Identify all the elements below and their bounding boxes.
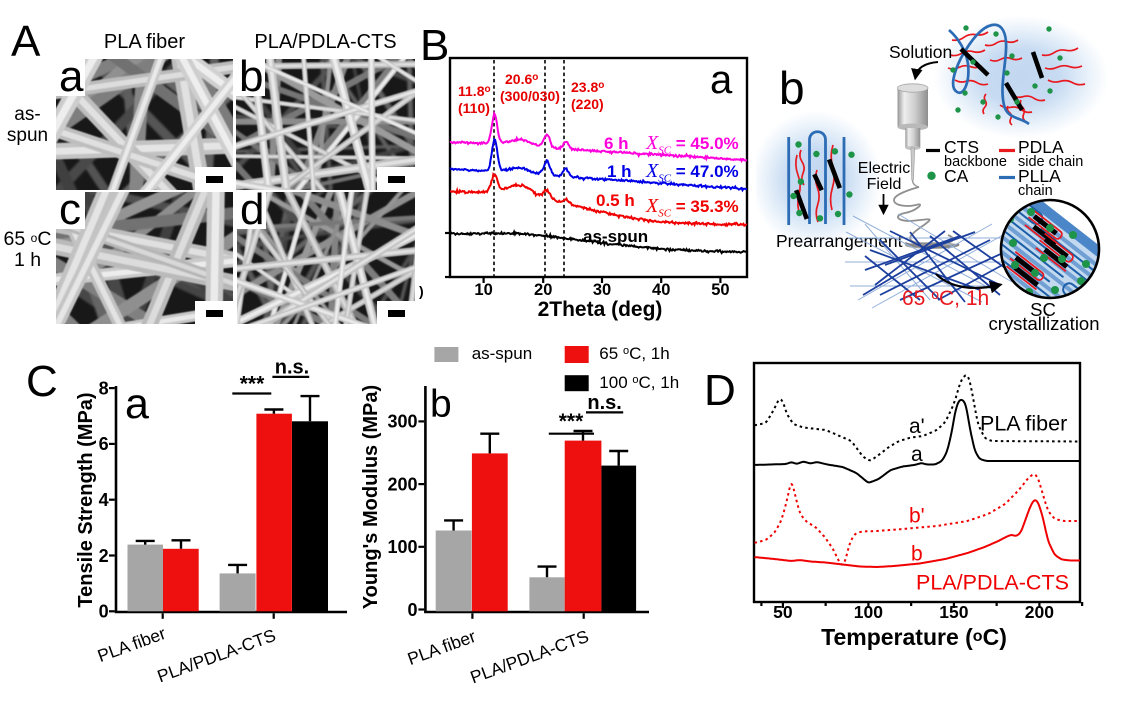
svg-text:): ) [419, 283, 424, 299]
svg-text:as-spun: as-spun [472, 344, 532, 363]
svg-text:6: 6 [99, 434, 109, 454]
svg-text:200: 200 [387, 474, 417, 494]
svg-text:CA: CA [944, 166, 969, 186]
svg-text:4: 4 [99, 490, 109, 510]
svg-text:2Theta (deg): 2Theta (deg) [538, 298, 663, 321]
svg-text:0: 0 [407, 600, 417, 620]
svg-text:a': a' [909, 415, 925, 438]
svg-text:40: 40 [652, 281, 670, 299]
svg-text:2: 2 [99, 546, 109, 566]
svg-text:50: 50 [711, 281, 729, 299]
svg-text:n.s.: n.s. [275, 357, 309, 379]
svg-text:a: a [911, 443, 923, 466]
svg-text:a: a [59, 59, 84, 101]
svg-text:b: b [911, 543, 923, 566]
svg-text:Prearrangement: Prearrangement [776, 231, 903, 251]
svg-text:chain: chain [1018, 183, 1053, 199]
svg-text:***: *** [559, 410, 584, 433]
svg-text:8: 8 [99, 378, 109, 398]
svg-text:Tensile Strength (MPa): Tensile Strength (MPa) [75, 392, 97, 607]
svg-text:***: *** [240, 373, 265, 396]
svg-text:PLA/PDLA-CTS: PLA/PDLA-CTS [916, 571, 1069, 595]
svg-text:PDLA: PDLA [1018, 137, 1064, 157]
svg-text:Electric: Electric [858, 160, 910, 177]
svg-text:PLLA: PLLA [1018, 166, 1061, 186]
svg-text:side chain: side chain [1018, 154, 1083, 170]
svg-text:100: 100 [387, 537, 417, 557]
svg-text:c: c [59, 192, 81, 234]
svg-text:Solution: Solution [889, 42, 952, 62]
svg-text:Temperature (oC): Temperature (oC) [821, 624, 1007, 650]
svg-text:0: 0 [99, 602, 109, 622]
svg-text:100 oC, 1h: 100 oC, 1h [599, 373, 679, 392]
svg-text:Field: Field [867, 176, 902, 193]
svg-text:300: 300 [387, 412, 417, 432]
svg-text:b': b' [909, 505, 925, 528]
svg-text:backbone: backbone [944, 154, 1007, 170]
svg-text:Young's Modulus (MPa): Young's Modulus (MPa) [360, 385, 382, 609]
svg-text:65 oC, 1h: 65 oC, 1h [902, 286, 989, 310]
svg-text:b: b [239, 59, 263, 101]
svg-text:200: 200 [1025, 602, 1054, 622]
svg-text:65 oC, 1h: 65 oC, 1h [599, 344, 669, 363]
svg-text:20: 20 [534, 281, 552, 299]
svg-text:50: 50 [773, 602, 793, 622]
svg-text:SC: SC [1030, 299, 1056, 320]
svg-text:d: d [240, 192, 264, 234]
svg-text:PLA fiber: PLA fiber [980, 412, 1067, 436]
svg-text:crystallization: crystallization [988, 313, 1099, 334]
svg-text:10: 10 [474, 281, 492, 299]
svg-text:a: a [125, 380, 149, 428]
svg-text:n.s.: n.s. [587, 392, 621, 414]
svg-text:150: 150 [939, 602, 968, 622]
svg-text:30: 30 [593, 281, 611, 299]
svg-text:CTS: CTS [944, 137, 979, 157]
svg-text:b: b [430, 383, 452, 426]
svg-text:100: 100 [854, 602, 883, 622]
